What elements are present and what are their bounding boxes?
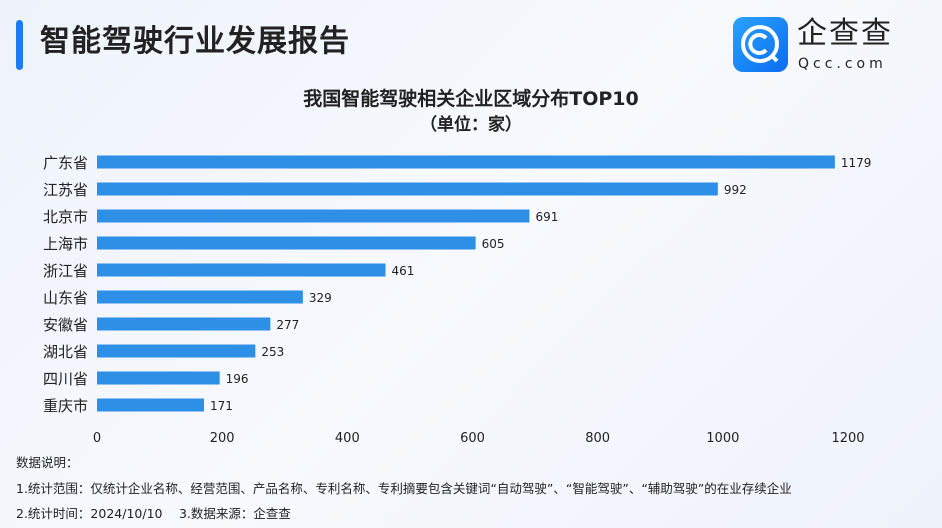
category-label: 江苏省 xyxy=(43,181,88,199)
bar xyxy=(97,290,303,304)
notes-line-1: 1.统计范围：仅统计企业名称、经营范围、产品名称、专利名称、专利摘要包含关键词“… xyxy=(16,481,792,496)
category-label: 重庆市 xyxy=(43,397,88,415)
logo-domain: Qcc.com xyxy=(798,56,887,72)
bar xyxy=(97,236,476,250)
category-label: 四川省 xyxy=(43,370,88,388)
bar xyxy=(97,344,256,358)
x-tick-label: 600 xyxy=(460,431,485,446)
data-label: 196 xyxy=(226,372,249,386)
chart-subtitle: （单位：家） xyxy=(420,115,522,135)
notes-heading: 数据说明： xyxy=(16,455,79,470)
bar xyxy=(97,398,205,412)
bar xyxy=(97,317,271,331)
data-label: 171 xyxy=(210,399,233,413)
chart-title: 我国智能驾驶相关企业区域分布TOP10 xyxy=(303,88,639,110)
x-tick-label: 1000 xyxy=(706,431,739,446)
category-label: 广东省 xyxy=(43,154,88,172)
bar xyxy=(97,182,718,196)
category-label: 浙江省 xyxy=(43,262,88,280)
category-label: 安徽省 xyxy=(43,316,88,334)
x-tick-label: 1200 xyxy=(831,431,864,446)
data-label: 461 xyxy=(392,264,415,278)
bar xyxy=(97,209,530,223)
data-label: 329 xyxy=(309,291,332,305)
data-label: 992 xyxy=(724,183,747,197)
qcc-logo-icon xyxy=(733,17,788,72)
data-label: 605 xyxy=(482,237,505,251)
category-label: 北京市 xyxy=(43,208,88,226)
x-tick-label: 400 xyxy=(335,431,360,446)
logo-text: 企查查 xyxy=(797,16,893,51)
category-label: 湖北省 xyxy=(43,343,88,361)
category-label: 上海市 xyxy=(43,235,88,253)
data-label: 253 xyxy=(261,345,284,359)
bar xyxy=(97,263,386,277)
title-accent-bar xyxy=(16,20,23,70)
data-label: 691 xyxy=(535,210,558,224)
x-tick-label: 800 xyxy=(585,431,610,446)
data-label: 277 xyxy=(276,318,299,332)
notes-line-2: 2.统计时间：2024/10/10 3.数据来源：企查查 xyxy=(16,506,291,521)
bar xyxy=(97,371,220,385)
x-tick-label: 0 xyxy=(93,431,101,446)
x-tick-label: 200 xyxy=(210,431,235,446)
bar-chart: 广东省 1179 江苏省 992 北京市 691 上海市 605 浙江省 461 山东省 329 安徽省… xyxy=(43,154,872,446)
bar xyxy=(97,155,835,169)
data-label: 1179 xyxy=(841,156,872,170)
category-label: 山东省 xyxy=(43,289,88,307)
report-title: 智能驾驶行业发展报告 xyxy=(40,24,350,59)
